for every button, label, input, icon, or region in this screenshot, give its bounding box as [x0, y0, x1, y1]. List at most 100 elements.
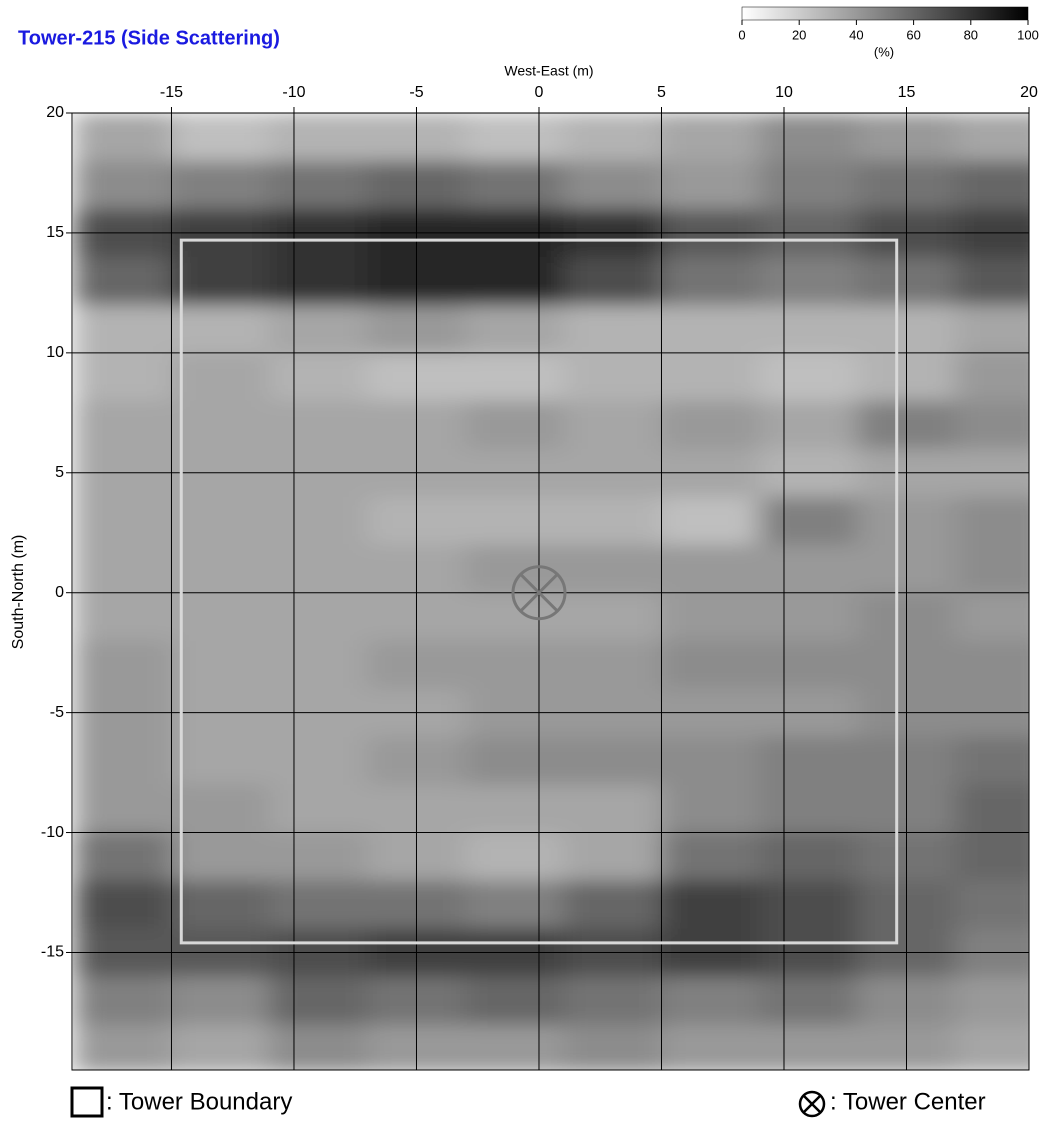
heat-cell — [563, 736, 662, 786]
heat-cell — [661, 592, 760, 642]
y-tick-label: -15 — [41, 944, 64, 961]
heat-cell — [73, 113, 172, 162]
heat-cell — [661, 496, 760, 546]
heat-cell — [759, 400, 858, 450]
heat-cell — [171, 784, 270, 834]
heat-cell — [759, 976, 858, 1025]
heat-cell — [955, 400, 1029, 450]
heat-cell — [661, 736, 760, 786]
heat-cell — [73, 256, 172, 306]
heat-cell — [171, 352, 270, 402]
heat-cell — [661, 352, 760, 402]
heat-cell — [661, 1024, 760, 1070]
heat-cell — [563, 880, 662, 929]
x-tick-label: -5 — [409, 84, 423, 101]
center-cross — [519, 573, 559, 612]
colorbar-tick-label: 20 — [792, 27, 806, 42]
heat-cell — [759, 352, 858, 402]
heat-cell — [759, 544, 858, 594]
legend-boundary-icon — [70, 1086, 104, 1118]
heat-cell — [563, 832, 662, 882]
heat-cell — [661, 113, 760, 162]
heat-cell — [759, 736, 858, 786]
heat-cell — [563, 160, 662, 210]
heat-cell — [955, 784, 1029, 834]
heat-cell — [955, 592, 1029, 642]
heat-cell — [171, 736, 270, 786]
y-tick-label: -5 — [50, 704, 64, 721]
heat-cell — [171, 304, 270, 354]
colorbar-tick-label: 80 — [964, 27, 978, 42]
colorbar — [741, 6, 1029, 21]
heat-cell — [759, 640, 858, 690]
heat-cell — [955, 736, 1029, 786]
heat-cell — [955, 976, 1029, 1025]
heat-cell — [465, 496, 564, 546]
colorbar-tick-label: 40 — [849, 27, 863, 42]
heatmap — [73, 113, 1029, 1070]
heat-cell — [955, 352, 1029, 402]
x-tick-label: 10 — [775, 84, 793, 101]
heat-cell — [269, 880, 368, 929]
heat-cell — [171, 592, 270, 642]
heat-cell — [73, 496, 172, 546]
heat-cell — [955, 640, 1029, 690]
x-tick-label: -15 — [160, 84, 183, 101]
heat-cell — [73, 832, 172, 882]
heat-cell — [465, 113, 564, 162]
heat-cell — [759, 592, 858, 642]
heat-cell — [171, 1024, 270, 1070]
y-tick-label: 0 — [55, 584, 64, 601]
axes: -15 -10 -5 0 5 10 15 20 20 15 10 5 0 -5 -10 -15 — [41, 84, 1038, 1071]
heat-cell — [269, 640, 368, 690]
heat-cell — [171, 976, 270, 1025]
heat-cell — [465, 352, 564, 402]
center-ring — [511, 565, 567, 621]
x-tick-label: 5 — [657, 84, 666, 101]
colorbar-tick-label: 60 — [906, 27, 920, 42]
heat-cell — [465, 736, 564, 786]
x-tick-label: 0 — [535, 84, 544, 101]
heatmap-cells — [73, 113, 1029, 1070]
heat-cell — [759, 256, 858, 306]
heat-cell — [73, 352, 172, 402]
heat-cell — [269, 352, 368, 402]
y-tick-label: 10 — [46, 344, 64, 361]
heat-cell — [955, 304, 1029, 354]
y-axis-label: South-North (m) — [10, 535, 27, 650]
heat-cell — [759, 1024, 858, 1070]
heat-cell — [269, 160, 368, 210]
colorbar-tick-label: 0 — [738, 27, 745, 42]
heat-cell — [171, 160, 270, 210]
heat-cell — [465, 1024, 564, 1070]
heat-cell — [269, 784, 368, 834]
heat-cell — [269, 304, 368, 354]
heat-cell — [661, 640, 760, 690]
heat-cell — [955, 832, 1029, 882]
heat-cell — [563, 113, 662, 162]
heat-cell — [563, 640, 662, 690]
heat-cell — [759, 496, 858, 546]
heat-cell — [269, 736, 368, 786]
heat-cell — [759, 304, 858, 354]
heat-cell — [73, 1024, 172, 1070]
heat-cell — [171, 832, 270, 882]
heat-cell — [269, 1024, 368, 1070]
heat-cell — [269, 400, 368, 450]
heat-cell — [171, 496, 270, 546]
heat-cell — [563, 976, 662, 1025]
heat-cell — [465, 640, 564, 690]
heat-cell — [661, 832, 760, 882]
x-tick-label: 20 — [1020, 84, 1038, 101]
heat-cell — [465, 400, 564, 450]
legend-label: : Tower Center — [830, 1088, 986, 1115]
heat-cell — [563, 352, 662, 402]
heat-cell — [661, 784, 760, 834]
heat-cell — [73, 160, 172, 210]
heat-cell — [73, 544, 172, 594]
heat-cell — [73, 784, 172, 834]
tower-center — [511, 565, 567, 621]
heat-cell — [73, 592, 172, 642]
heat-cell — [955, 113, 1029, 162]
